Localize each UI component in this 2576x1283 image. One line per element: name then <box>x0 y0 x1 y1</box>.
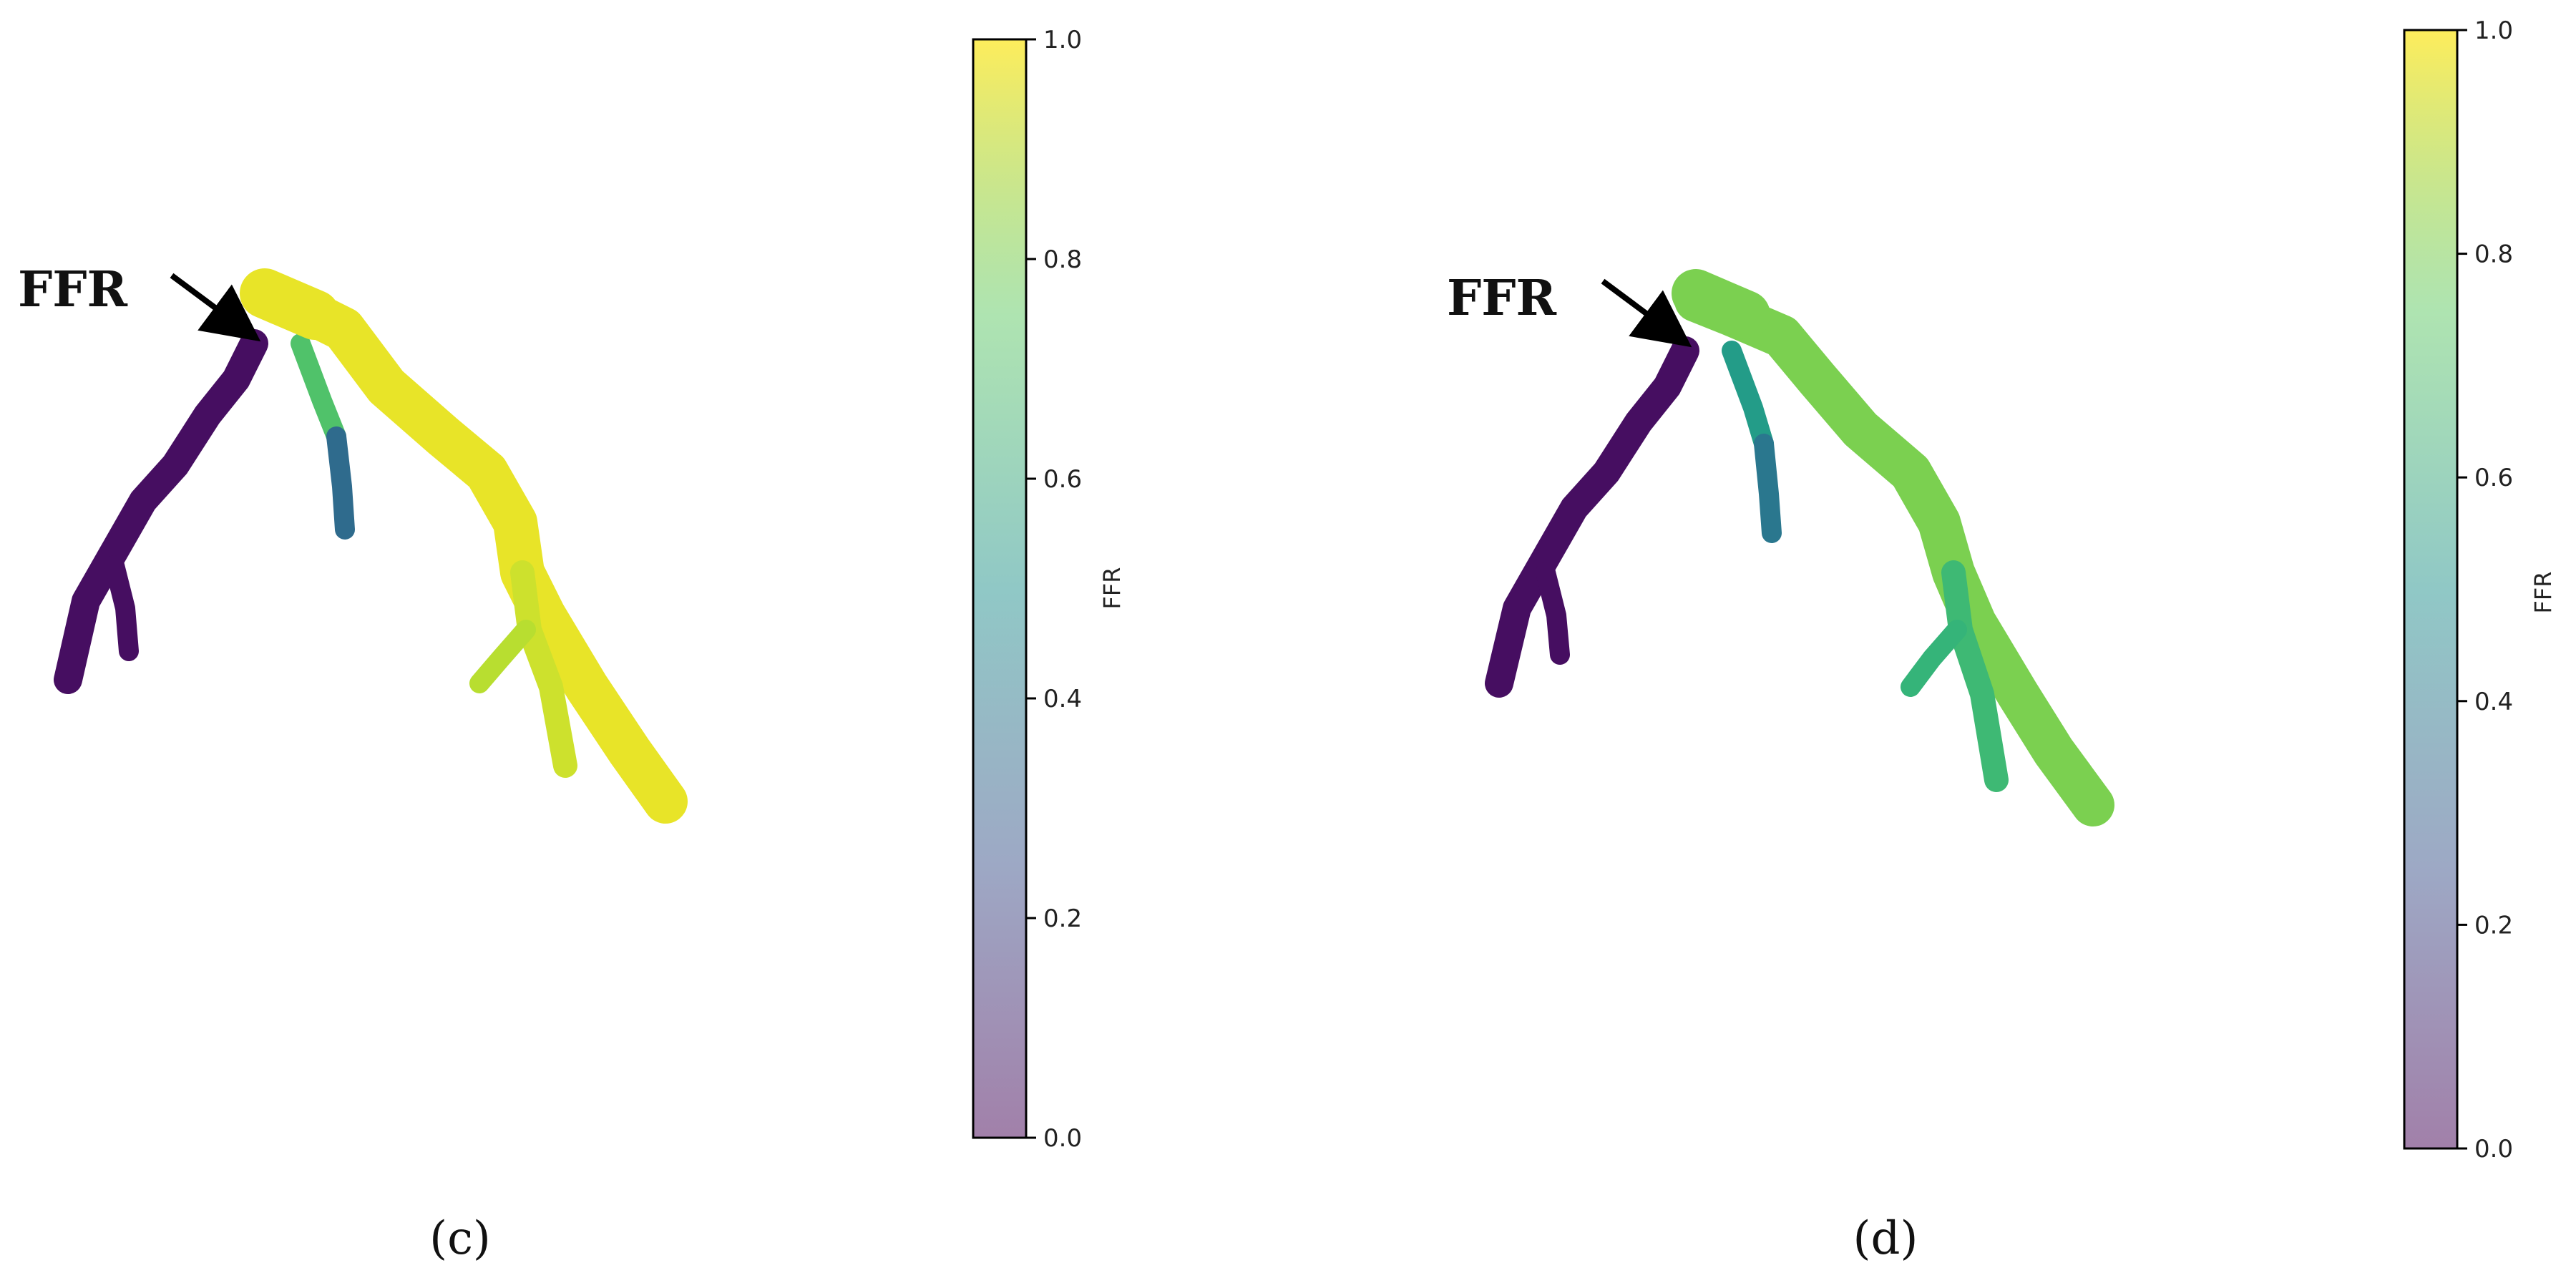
vessel-left-branch <box>1485 336 1699 698</box>
vessel-main-trunk <box>253 278 688 824</box>
vessel-trunk-cap <box>240 268 340 340</box>
colorbar-tick-label: 0.0 <box>2474 1135 2513 1164</box>
vessel-tree <box>1485 269 2114 826</box>
vessel-figure-d: FFR 0.0 0.2 0.4 0.6 0.8 1.0 FFR (d) <box>1447 16 2557 1265</box>
colorbar-ticks: 0.0 0.2 0.4 0.6 0.8 1.0 <box>1026 26 1082 1153</box>
colorbar-ticks: 0.0 0.2 0.4 0.6 0.8 1.0 <box>2457 16 2513 1164</box>
arrow-label: FFR <box>1447 270 1557 327</box>
colorbar-tick-label: 0.6 <box>1043 465 1082 494</box>
panel-caption: (d) <box>1853 1212 1918 1265</box>
colorbar-tick-label: 1.0 <box>1043 26 1082 54</box>
colorbar-tick-label: 0.2 <box>1043 904 1082 933</box>
colorbar-fill <box>973 39 1026 1138</box>
vessel-middle-branch-top <box>291 333 346 447</box>
vessel-left-sub-branch <box>1536 562 1570 665</box>
vessel-lower-small-branch <box>469 620 536 693</box>
vessel-main-trunk <box>1674 279 2114 826</box>
vessel-lower-small-branch <box>1901 620 1967 697</box>
colorbar-fill <box>2404 30 2457 1148</box>
colorbar-tick-label: 0.8 <box>1043 245 1082 274</box>
colorbar-border <box>972 38 1028 1139</box>
vessel-middle-branch-bottom <box>326 426 355 540</box>
colorbar-tick-label: 1.0 <box>2474 16 2513 45</box>
vessel-right-lower-branch <box>1941 560 2009 792</box>
panel-caption: (c) <box>429 1212 491 1265</box>
vessel-right-lower-branch <box>510 560 577 778</box>
colorbar: 0.0 0.2 0.4 0.6 0.8 1.0 FFR <box>972 26 1126 1153</box>
vessel-left-branch <box>54 329 268 694</box>
colorbar-tick-label: 0.4 <box>2474 688 2513 716</box>
arrow-line <box>170 273 261 342</box>
colorbar-tick-label: 0.0 <box>1043 1124 1082 1153</box>
colorbar-tick-label: 0.2 <box>2474 911 2513 940</box>
colorbar: 0.0 0.2 0.4 0.6 0.8 1.0 FFR <box>2403 16 2557 1164</box>
colorbar-tick-label: 0.4 <box>1043 685 1082 713</box>
vessel-middle-branch-bottom <box>1754 434 1782 543</box>
panel-d: FFR 0.0 0.2 0.4 0.6 0.8 1.0 FFR (d) <box>1288 0 2576 1283</box>
colorbar-label: FFR <box>1098 567 1126 609</box>
colorbar-tick-label: 0.8 <box>2474 240 2513 269</box>
vessel-left-sub-branch <box>104 555 139 661</box>
vessel-tree <box>54 268 688 824</box>
vessel-middle-branch-top <box>1722 341 1774 454</box>
arrow-line <box>1601 278 1692 348</box>
colorbar-border <box>2403 29 2459 1150</box>
colorbar-tick-label: 0.6 <box>2474 464 2513 492</box>
panel-c: FFR 0.0 0.2 0.4 0.6 0.8 1.0 FFR (c) <box>18 26 1126 1265</box>
vessel-figure-c: FFR 0.0 0.2 0.4 0.6 0.8 1.0 FFR (c) <box>18 26 1126 1265</box>
arrow-label: FFR <box>18 261 128 318</box>
colorbar-label: FFR <box>2529 571 2557 613</box>
vessel-trunk-cap <box>1672 269 1770 339</box>
